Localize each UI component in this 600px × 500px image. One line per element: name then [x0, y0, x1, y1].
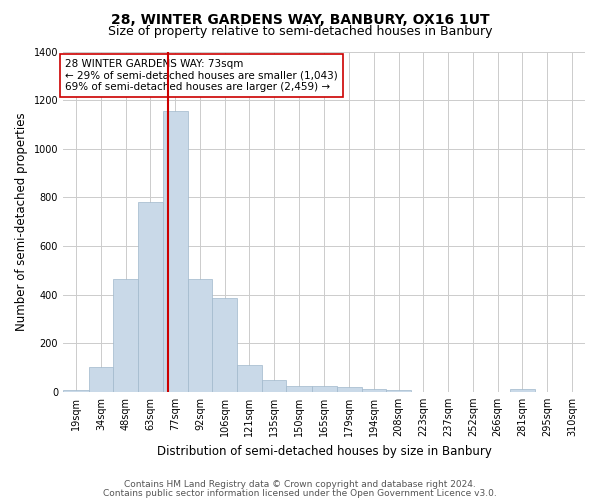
- Bar: [362, 389, 386, 392]
- Bar: [286, 386, 312, 392]
- Text: Contains HM Land Registry data © Crown copyright and database right 2024.: Contains HM Land Registry data © Crown c…: [124, 480, 476, 489]
- Text: Contains public sector information licensed under the Open Government Licence v3: Contains public sector information licen…: [103, 488, 497, 498]
- Bar: [113, 279, 138, 392]
- Text: Size of property relative to semi-detached houses in Banbury: Size of property relative to semi-detach…: [108, 25, 492, 38]
- Bar: [188, 279, 212, 392]
- Text: 28, WINTER GARDENS WAY, BANBURY, OX16 1UT: 28, WINTER GARDENS WAY, BANBURY, OX16 1U…: [110, 12, 490, 26]
- Bar: [63, 390, 89, 392]
- Bar: [163, 111, 188, 392]
- Y-axis label: Number of semi-detached properties: Number of semi-detached properties: [15, 112, 28, 331]
- Bar: [337, 388, 362, 392]
- Bar: [237, 365, 262, 392]
- Bar: [386, 390, 411, 392]
- Bar: [212, 298, 237, 392]
- Bar: [510, 389, 535, 392]
- Bar: [262, 380, 286, 392]
- Text: 28 WINTER GARDENS WAY: 73sqm
← 29% of semi-detached houses are smaller (1,043)
6: 28 WINTER GARDENS WAY: 73sqm ← 29% of se…: [65, 59, 337, 92]
- Bar: [89, 368, 113, 392]
- X-axis label: Distribution of semi-detached houses by size in Banbury: Distribution of semi-detached houses by …: [157, 444, 491, 458]
- Bar: [312, 386, 337, 392]
- Bar: [138, 202, 163, 392]
